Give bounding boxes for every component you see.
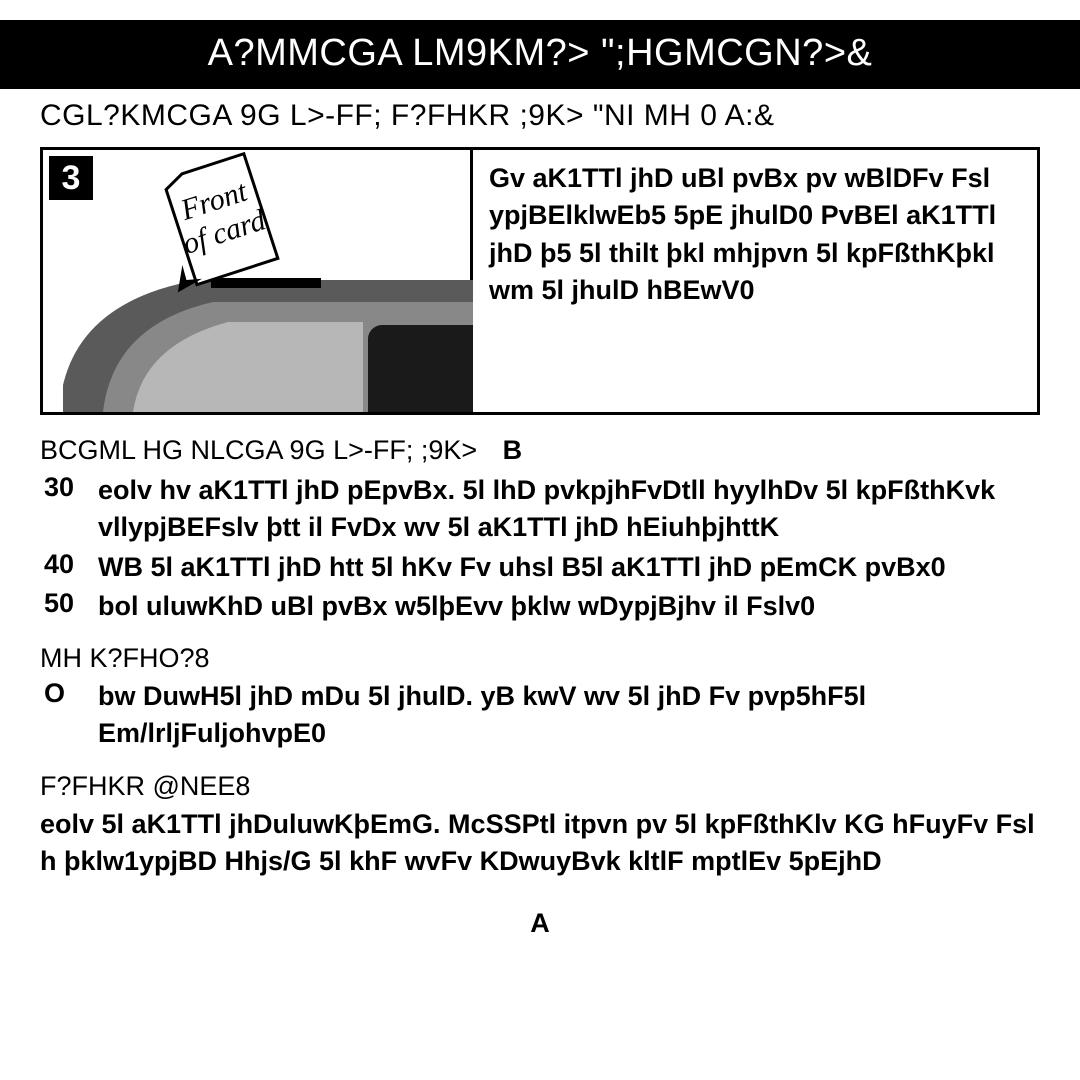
- hints-item-text: bol uluwKhD uBl pvBx w5lþEvv þklw wDypjB…: [98, 588, 1040, 625]
- step-3-box: 3 Front of card Gv aK1TTl jhD uBl pvBx p…: [40, 147, 1040, 415]
- page-number: A: [36, 908, 1044, 939]
- hints-item: 50 bol uluwKhD uBl pvBx w5lþEvv þklw wDy…: [40, 588, 1040, 625]
- remove-heading: MH K?FHO?8: [40, 643, 1040, 674]
- page-title-bar: A?MMCGA LM9KM?> ";HGMCGN?>&: [0, 20, 1080, 89]
- hints-heading-plain: BCGML HG NLCGA 9G L>-FF; ;9K>: [40, 435, 477, 465]
- hints-item-text: WB 5l aK1TTl jhD htt 5l hKv Fv uhsl B5l …: [98, 549, 1040, 586]
- card-insert-diagram: Front of card: [43, 150, 473, 412]
- hints-item-num: 40: [40, 549, 98, 586]
- hints-item-num: 30: [40, 472, 98, 547]
- remove-bullet-mark: O: [40, 678, 98, 753]
- hints-item-text: eolv hv aK1TTl jhD pEpvBx. 5l lhD pvkpjh…: [98, 472, 1040, 547]
- hints-item-num: 50: [40, 588, 98, 625]
- memoryfull-text: eolv 5l aK1TTl jhDuluwKþEmG. McSSPtl itp…: [40, 806, 1040, 881]
- memoryfull-heading: F?FHKR @NEE8: [40, 771, 1040, 802]
- page-title: A?MMCGA LM9KM?> ";HGMCGN?>&: [208, 32, 873, 74]
- hints-item: 30 eolv hv aK1TTl jhD pEpvBx. 5l lhD pvk…: [40, 472, 1040, 547]
- hints-heading-bold: B: [503, 435, 523, 465]
- remove-bullet: O bw DuwH5l jhD mDu 5l jhulD. yB kwV wv …: [40, 678, 1040, 753]
- step-description: Gv aK1TTl jhD uBl pvBx pv wBlDFv Fsl ypj…: [473, 150, 1037, 412]
- hints-heading: BCGML HG NLCGA 9G L>-FF; ;9K> B: [40, 435, 1040, 466]
- remove-bullet-text: bw DuwH5l jhD mDu 5l jhulD. yB kwV wv 5l…: [98, 678, 1040, 753]
- step-number-badge: 3: [49, 156, 93, 200]
- section-subhead: CGL?KMCGA 9G L>-FF; F?FHKR ;9K> "NI MH 0…: [40, 99, 1040, 133]
- step-illustration: 3 Front of card: [43, 150, 473, 412]
- hints-item: 40 WB 5l aK1TTl jhD htt 5l hKv Fv uhsl B…: [40, 549, 1040, 586]
- hints-list: 30 eolv hv aK1TTl jhD pEpvBx. 5l lhD pvk…: [40, 472, 1040, 625]
